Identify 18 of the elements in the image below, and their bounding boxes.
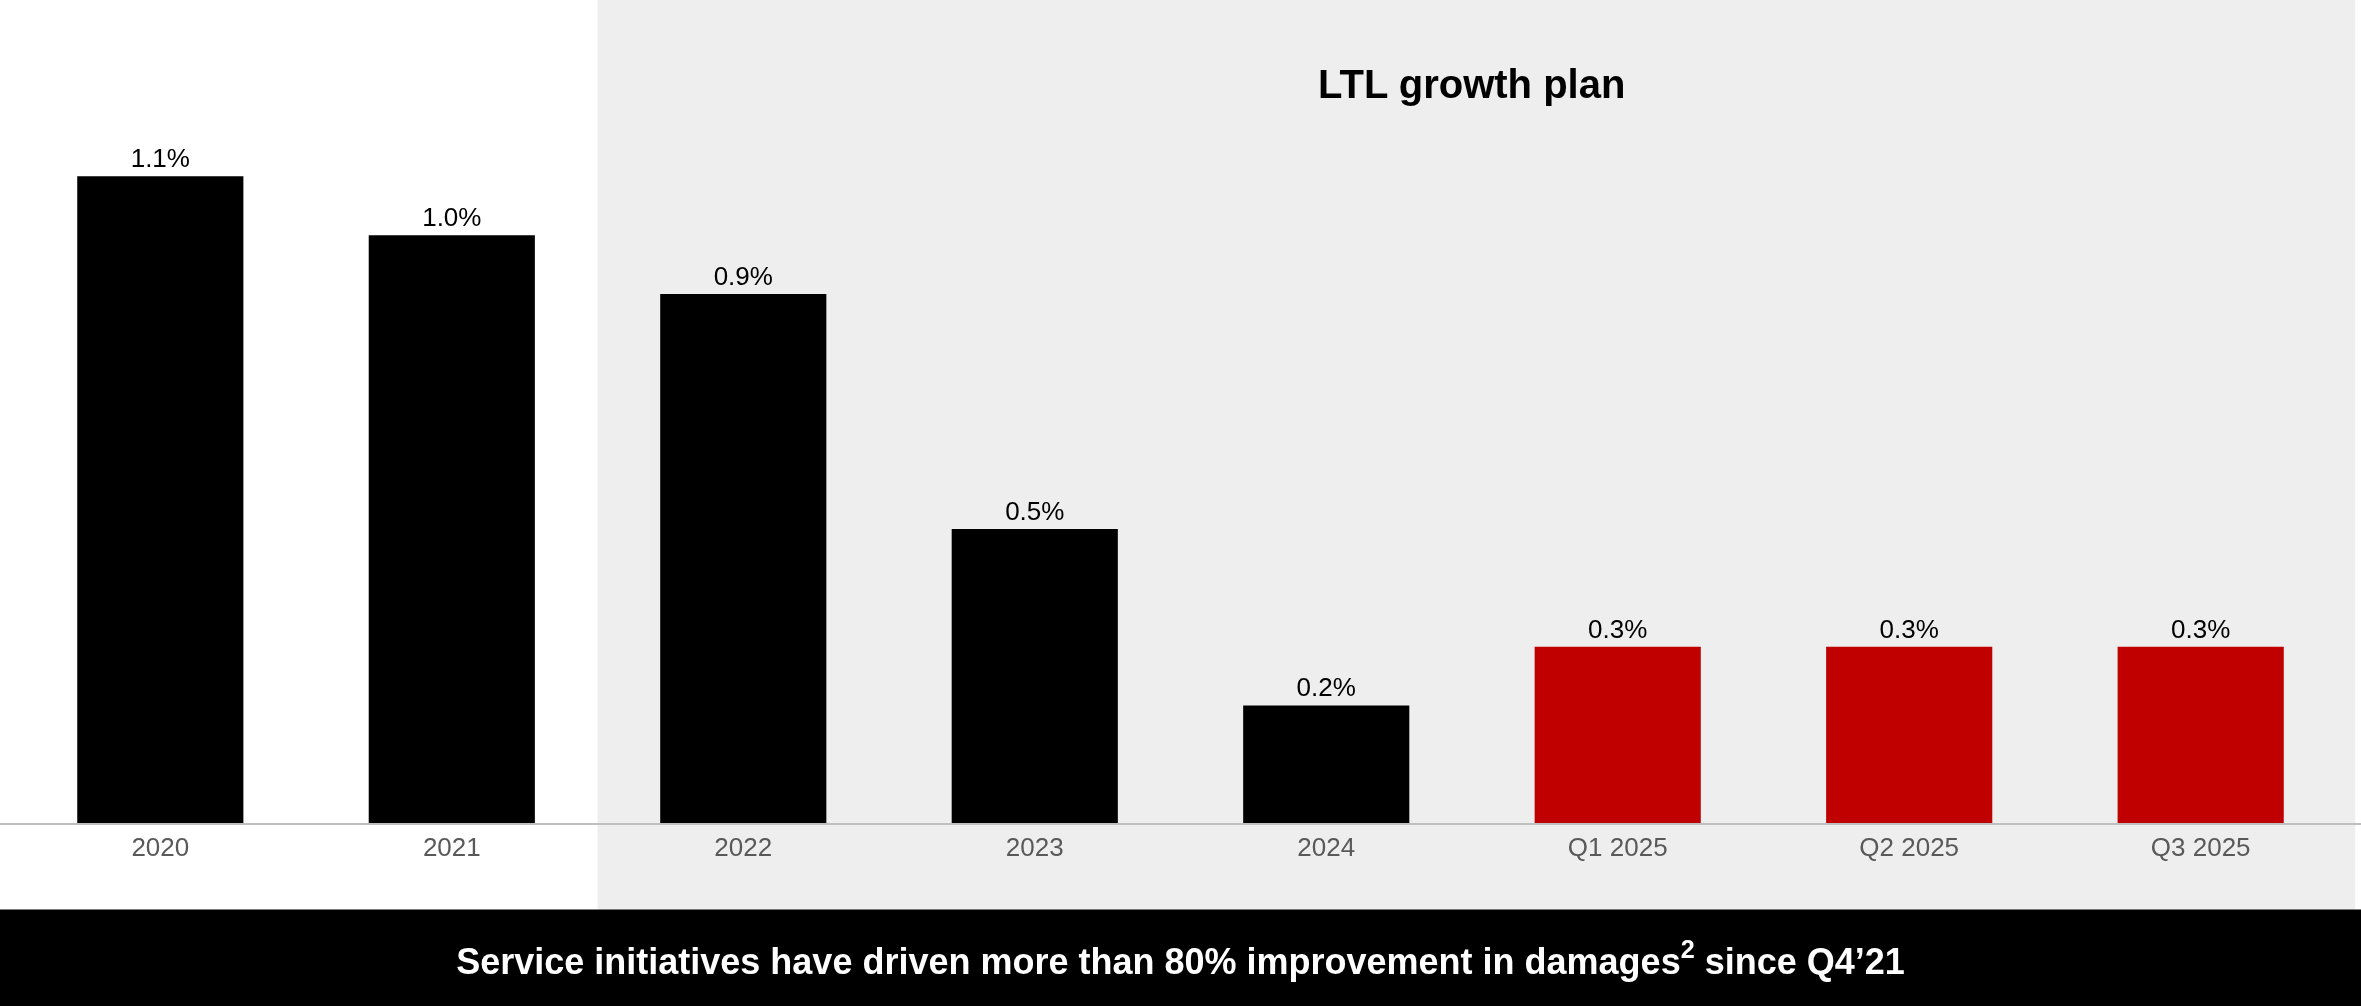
data-label: 0.9%	[713, 260, 773, 291]
x-tick-label: Q3 2025	[2150, 832, 2251, 863]
x-tick-label: Q2 2025	[1859, 832, 1960, 863]
x-tick-label: Q1 2025	[1567, 832, 1668, 863]
data-label: 0.3%	[1588, 613, 1648, 644]
x-tick-label: 2024	[1297, 832, 1356, 863]
x-tick-label: 2021	[422, 832, 481, 863]
band-label: LTL growth plan	[1318, 62, 1626, 106]
x-tick-label: 2020	[131, 832, 190, 863]
x-tick-label: 2022	[714, 832, 773, 863]
data-label: 0.3%	[1879, 613, 1939, 644]
x-tick-label: 2023	[1005, 832, 1064, 863]
data-label: 0.3%	[2171, 613, 2231, 644]
text: Service initiatives have driven more than 80% improvement in damages$^{2}$ since Q4’21	[456, 935, 1905, 982]
data-label: 1.1%	[130, 143, 190, 174]
data-label: 0.2%	[1296, 672, 1356, 703]
data-label: 1.0%	[422, 202, 482, 233]
data-label: 0.5%	[1005, 496, 1065, 527]
